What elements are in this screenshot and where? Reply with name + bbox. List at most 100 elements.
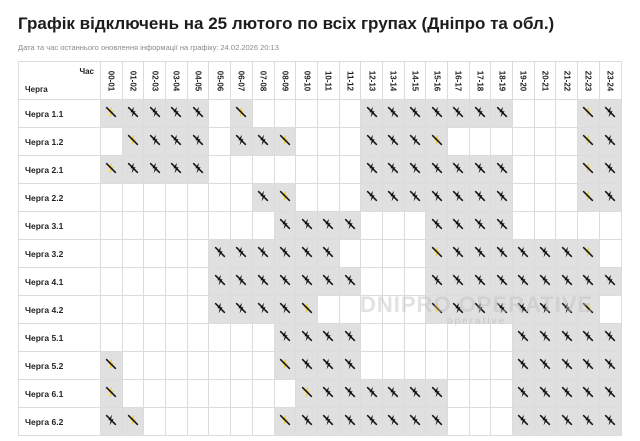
outage-cell [598, 379, 622, 408]
power-on-cell [468, 127, 492, 156]
hour-column-header: 21-22 [555, 61, 579, 100]
outage-cell [512, 295, 535, 324]
outage-cell [143, 99, 167, 128]
outage-cell [381, 379, 405, 408]
power-on-cell [165, 407, 188, 436]
power-on-cell [360, 211, 383, 240]
power-off-icon [301, 217, 313, 234]
power-off-icon [496, 301, 508, 318]
power-on-cell [143, 211, 167, 240]
partial-outage-cell [295, 379, 318, 408]
partial-outage-cell [425, 127, 448, 156]
power-on-cell [186, 211, 210, 240]
power-off-icon [561, 245, 573, 262]
hour-column-header: 09-10 [295, 61, 318, 100]
outage-cell [425, 211, 448, 240]
outage-cell [381, 99, 405, 128]
outage-cell [186, 155, 210, 184]
hour-column-header: 18-19 [490, 61, 514, 100]
power-off-icon [452, 301, 464, 318]
power-on-cell [208, 183, 232, 212]
hour-label: 01-02 [128, 70, 138, 91]
outage-cell [512, 323, 535, 352]
power-off-icon [431, 385, 443, 402]
outage-cell [447, 99, 470, 128]
outage-cell [251, 127, 275, 156]
outage-schedule-table: Час Черга 00-01 01-02 02-03 03-04 04-05 05-06… [18, 61, 622, 436]
outage-cell [468, 295, 492, 324]
power-partial-icon [105, 357, 117, 374]
power-on-cell [251, 379, 275, 408]
power-off-icon [366, 133, 378, 150]
power-off-icon [279, 273, 291, 290]
outage-cell [295, 239, 318, 268]
queue-row: Черга 1.2 [18, 127, 622, 156]
power-off-icon [257, 301, 269, 318]
outage-cell [230, 295, 253, 324]
outage-cell [295, 407, 318, 436]
outage-cell [468, 99, 492, 128]
hour-label: 13-14 [388, 70, 398, 91]
partial-outage-cell [100, 155, 123, 184]
power-partial-icon [127, 133, 139, 150]
power-on-cell [316, 127, 340, 156]
power-on-cell [143, 323, 167, 352]
power-on-cell [251, 155, 275, 184]
hour-label: 02-03 [150, 70, 160, 91]
power-off-icon [214, 273, 226, 290]
hour-column-header: 23-24 [598, 61, 622, 100]
outage-cell [403, 379, 427, 408]
power-on-cell [186, 407, 210, 436]
queue-label: Черга 4.2 [18, 295, 101, 324]
partial-outage-cell [425, 295, 448, 324]
power-on-cell [425, 323, 448, 352]
power-on-cell [533, 155, 557, 184]
power-off-icon [561, 301, 573, 318]
partial-outage-cell [273, 407, 297, 436]
outage-cell [555, 351, 579, 380]
power-on-cell [447, 379, 470, 408]
outage-cell [555, 323, 579, 352]
power-on-cell [555, 99, 579, 128]
outage-cell [577, 407, 600, 436]
outage-cell [512, 351, 535, 380]
hour-label: 04-05 [193, 70, 203, 91]
hour-label: 17-18 [475, 70, 485, 91]
power-off-icon [192, 133, 204, 150]
power-off-icon [496, 273, 508, 290]
power-off-icon [496, 245, 508, 262]
outage-cell [381, 155, 405, 184]
outage-cell [403, 127, 427, 156]
power-off-icon [604, 161, 616, 178]
hour-column-header: 03-04 [165, 61, 188, 100]
power-on-cell [186, 267, 210, 296]
outage-cell [490, 99, 514, 128]
outage-cell [295, 211, 318, 240]
power-on-cell [273, 155, 297, 184]
outage-cell [577, 323, 600, 352]
power-off-icon [170, 105, 182, 122]
hour-label: 15-16 [432, 70, 442, 91]
power-off-icon [474, 161, 486, 178]
power-off-icon [235, 301, 247, 318]
outage-cell [230, 239, 253, 268]
power-off-icon [474, 105, 486, 122]
hour-label: 14-15 [410, 70, 420, 91]
power-on-cell [381, 267, 405, 296]
power-on-cell [100, 211, 123, 240]
outage-cell [533, 379, 557, 408]
power-off-icon [431, 105, 443, 122]
hour-column-header: 16-17 [447, 61, 470, 100]
power-on-cell [555, 211, 579, 240]
outage-cell [490, 239, 514, 268]
power-off-icon [604, 413, 616, 430]
outage-cell [316, 211, 340, 240]
outage-cell [533, 295, 557, 324]
outage-cell [121, 99, 145, 128]
queue-row: Черга 4.1 [18, 267, 622, 296]
power-off-icon [322, 413, 334, 430]
power-on-cell [208, 211, 232, 240]
power-off-icon [582, 329, 594, 346]
partial-outage-cell [577, 239, 600, 268]
